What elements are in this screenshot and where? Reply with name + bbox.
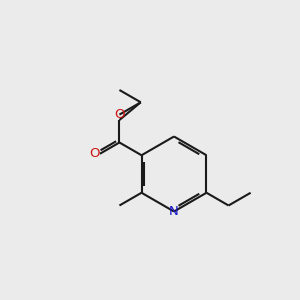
Text: N: N [169, 205, 179, 218]
Text: O: O [114, 108, 125, 121]
Text: O: O [89, 147, 100, 160]
